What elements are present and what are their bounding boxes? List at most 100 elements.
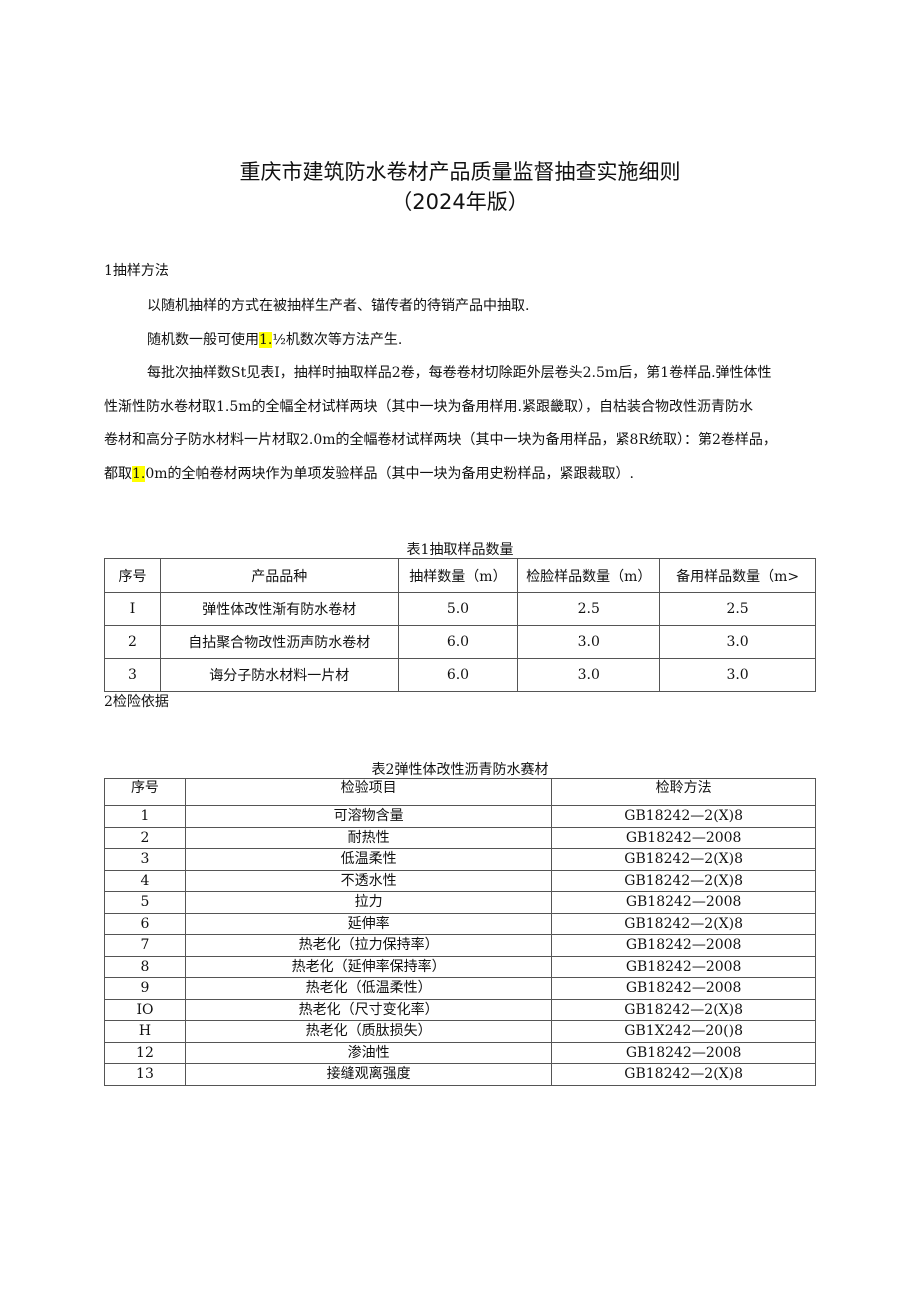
- table-cell: IO: [104, 998, 186, 1021]
- table-row: 3 低温柔性 GB18242—2(X)8: [104, 848, 816, 871]
- table-cell: GB18242—2008: [551, 934, 816, 957]
- table-cell: 6.0: [397, 658, 519, 692]
- table-cell: GB18242—2(X)8: [551, 869, 816, 892]
- table-cell: 延伸率: [184, 912, 553, 935]
- table-cell: 3: [104, 848, 186, 871]
- inspection-items-table: 序号 检验项目 检聆方法 1 可溶物含量 GB18242—2(X)8 2 耐热性 GB18242…: [104, 778, 816, 1086]
- table-cell: 诲分子防水材料一片材: [159, 658, 399, 692]
- paragraph-line: 都取1.0m的全帕卷材两块作为单项发验样品（其中一块为备用史粉样品，紧跟裁取）.: [104, 458, 816, 492]
- table-cell: 热老化（延伸率保持率）: [184, 955, 553, 978]
- table-row: 4 不透水性 GB18242—2(X)8: [104, 869, 816, 892]
- highlight: 1.: [132, 465, 146, 482]
- table-cell: GB1X242—20()8: [551, 1020, 816, 1043]
- table-row: 6 延伸率 GB18242—2(X)8: [104, 912, 816, 935]
- table-cell: GB18242—2(X)8: [551, 848, 816, 871]
- table-cell: 9: [104, 977, 186, 1000]
- paragraph: 以随机抽样的方式在被抽样生产者、锚传者的待销产品中抽取.: [147, 298, 530, 314]
- table-cell: 3.0: [659, 658, 816, 692]
- table-row: 9 热老化（低温柔性） GB18242—2008: [104, 977, 816, 1000]
- table-row: IO 热老化（尺寸变化率） GB18242—2(X)8: [104, 998, 816, 1021]
- table-cell: 渗油性: [184, 1041, 553, 1064]
- table-cell: 12: [104, 1041, 186, 1064]
- table-header-row: 序号 产品品种 抽样数量（m） 检脸样品数量（m） 备用样品数量（m>: [104, 558, 816, 593]
- sample-quantity-table: 序号 产品品种 抽样数量（m） 检脸样品数量（m） 备用样品数量（m> I 弹性体改性渐有防…: [104, 558, 816, 692]
- section-heading-basis: 2检险依据: [104, 694, 169, 710]
- table-cell: 7: [104, 934, 186, 957]
- table-cell: 1: [104, 805, 186, 828]
- table-row: 8 热老化（延伸率保持率） GB18242—2008: [104, 955, 816, 978]
- table-row: 7 热老化（拉力保持率） GB18242—2008: [104, 934, 816, 957]
- table-cell: 不透水性: [184, 869, 553, 892]
- table-header-row: 序号 检验项目 检聆方法: [104, 778, 816, 806]
- table-cell: 5.0: [397, 592, 519, 626]
- table-cell: GB18242—2(X)8: [551, 998, 816, 1021]
- paragraph: 随机数一般可使用1.½机数次等方法产生.: [104, 324, 816, 358]
- table-cell: 弹性体改性渐有防水卷材: [159, 592, 399, 626]
- table-cell: GB18242—2(X)8: [551, 912, 816, 935]
- text: 0m的全帕卷材两块作为单项发验样品（其中一块为备用史粉样品，紧跟裁取）.: [145, 465, 634, 482]
- table-cell: GB18242—2008: [551, 826, 816, 849]
- sampling-paragraphs: 以随机抽样的方式在被抽样生产者、锚传者的待销产品中抽取. 随机数一般可使用1.½…: [104, 290, 816, 491]
- highlight: 1.: [259, 331, 273, 348]
- table-cell: 备用样品数量（m>: [659, 558, 816, 593]
- table-cell: 6.0: [397, 625, 519, 659]
- table-row: H 热老化（质肽损失） GB1X242—20()8: [104, 1020, 816, 1043]
- table-cell: 抽样数量（m）: [397, 558, 519, 593]
- text: ½机数次等方法产生.: [272, 331, 403, 348]
- table-cell: 接缝观离强度: [184, 1063, 553, 1086]
- table-cell: 热老化（拉力保持率）: [184, 934, 553, 957]
- paragraph: 每批次抽样数St见表I，抽样时抽取样品2卷，每卷卷材切除距外层卷头2.5m后，第…: [147, 365, 772, 381]
- table1-caption: 表1抽取样品数量: [406, 542, 514, 558]
- table-cell: 检脸样品数量（m）: [517, 558, 661, 593]
- table-cell: 序号: [104, 558, 161, 593]
- table-cell: GB18242—2008: [551, 891, 816, 914]
- table-cell: 热老化（尺寸变化率）: [184, 998, 553, 1021]
- table-row: I 弹性体改性渐有防水卷材 5.0 2.5 2.5: [104, 592, 816, 626]
- table-cell: 热老化（质肽损失）: [184, 1020, 553, 1043]
- table-cell: 低温柔性: [184, 848, 553, 871]
- table-cell: 2: [104, 625, 161, 659]
- table-cell: 3.0: [517, 625, 661, 659]
- table-cell: 3: [104, 658, 161, 692]
- table-cell: 产品品种: [159, 558, 399, 593]
- table-cell: 2.5: [659, 592, 816, 626]
- text: 随机数一般可使用: [147, 331, 259, 348]
- table-cell: GB18242—2008: [551, 1041, 816, 1064]
- table-cell: 3.0: [517, 658, 661, 692]
- table-cell: 序号: [104, 778, 186, 806]
- table-row: 3 诲分子防水材料一片材 6.0 3.0 3.0: [104, 658, 816, 692]
- table-cell: 可溶物含量: [184, 805, 553, 828]
- table-cell: 8: [104, 955, 186, 978]
- table-row: 1 可溶物含量 GB18242—2(X)8: [104, 805, 816, 828]
- table-cell: 热老化（低温柔性）: [184, 977, 553, 1000]
- table-cell: 自拈聚合物改性沥声防水卷材: [159, 625, 399, 659]
- document-title: 重庆市建筑防水卷材产品质量监督抽查实施细则: [239, 160, 681, 184]
- table-row: 2 自拈聚合物改性沥声防水卷材 6.0 3.0 3.0: [104, 625, 816, 659]
- table-cell: GB18242—2008: [551, 977, 816, 1000]
- table-cell: GB18242—2008: [551, 955, 816, 978]
- table-cell: 耐热性: [184, 826, 553, 849]
- table-cell: GB18242—2(X)8: [551, 805, 816, 828]
- table-cell: 拉力: [184, 891, 553, 914]
- document-subtitle: （2024年版）: [391, 190, 529, 214]
- table-row: 5 拉力 GB18242—2008: [104, 891, 816, 914]
- table2-caption: 表2弹性体改性沥青防水赛材: [371, 762, 549, 778]
- text: 都取: [104, 465, 132, 482]
- table-cell: I: [104, 592, 161, 626]
- paragraph-line: 卷材和高分子防水材料一片材取2.0m的全幅卷材试样两块（其中一块为备用样品，紧8…: [104, 432, 777, 448]
- table-row: 2 耐热性 GB18242—2008: [104, 826, 816, 849]
- table-cell: 5: [104, 891, 186, 914]
- table-cell: H: [104, 1020, 186, 1043]
- table-cell: 2: [104, 826, 186, 849]
- table-cell: 4: [104, 869, 186, 892]
- table-cell: 检验项目: [184, 778, 553, 806]
- table-cell: GB18242—2(X)8: [551, 1063, 816, 1086]
- table-cell: 6: [104, 912, 186, 935]
- table-row: 12 渗油性 GB18242—2008: [104, 1041, 816, 1064]
- table-cell: 检聆方法: [551, 778, 816, 806]
- table-row: 13 接缝观离强度 GB18242—2(X)8: [104, 1063, 816, 1086]
- section-heading-sampling: 1抽样方法: [104, 263, 169, 279]
- table-cell: 13: [104, 1063, 186, 1086]
- table-cell: 2.5: [517, 592, 661, 626]
- paragraph-line: 性渐性防水卷材取1.5m的全幅全材试样两块（其中一块为备用样用.紧跟畿取），自枯…: [104, 398, 753, 415]
